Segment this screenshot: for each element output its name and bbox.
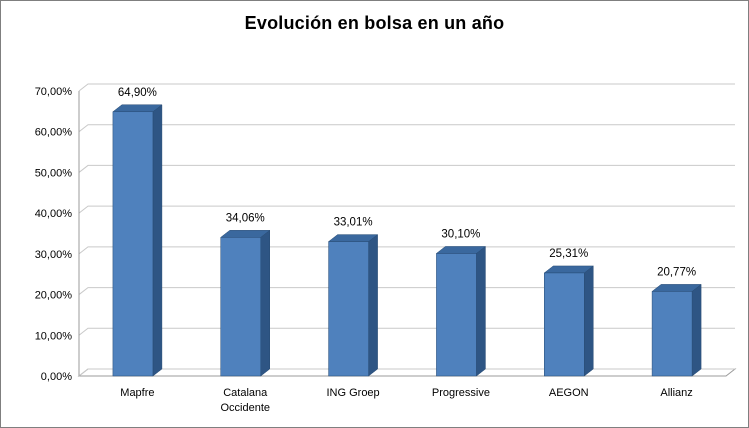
x-axis-label: Catalana Occidente [220,387,270,414]
x-axis-label: Allianz [660,387,692,399]
gridline [78,368,735,377]
bar-top-face [112,104,163,113]
chart-floor [77,368,737,377]
bar-side-face [476,245,486,377]
y-axis-label: 10,00% [35,330,73,342]
y-axis-label: 40,00% [35,208,73,220]
bar-allianz [651,283,702,377]
bar-side-face [691,283,702,377]
x-axis-label: AEGON [549,387,589,399]
y-axis-label: 30,00% [35,249,73,261]
bar-side-face [152,104,163,377]
bar-progressive [435,245,487,377]
bar-front-face [112,111,154,377]
bar-front-face [544,272,585,377]
bar-front-face [220,237,261,377]
bar-catalana-occidente [220,229,271,377]
chart-title: Evolución en bolsa en un año [244,13,505,33]
y-axis-label: 60,00% [35,127,73,139]
gridline [78,164,735,173]
gridline [78,287,735,295]
bar-value-label: 25,31% [549,248,588,260]
bar-top-face [327,234,379,242]
gridline [78,327,735,336]
x-axis-label: Progressive [432,387,490,399]
gridline [78,83,735,92]
x-axis-label: Mapfre [120,387,154,399]
bar-front-face [436,253,477,377]
bar-mapfre [112,104,163,377]
bar-value-label: 64,90% [118,87,157,99]
bar-value-label: 30,10% [441,228,480,240]
bar-top-face [543,265,594,274]
bar-top-face [220,230,271,238]
bar-ing-groep [327,234,379,377]
y-axis-label: 70,00% [35,86,73,98]
y-axis-label: 20,00% [35,290,73,302]
gridline [78,205,735,214]
bar-value-label: 33,01% [334,217,373,229]
bar-aegon [543,265,594,377]
x-axis-label: ING Groep [326,387,379,399]
bar-top-face [435,246,487,254]
bar-top-face [651,284,702,292]
bar-value-label: 20,77% [657,266,696,278]
y-axis-label: 50,00% [35,167,73,179]
bar-side-face [368,234,378,377]
y-axis-label: 0,00% [41,371,72,383]
bar-side-face [260,229,270,377]
bar-front-face [651,291,693,377]
bar-value-label: 34,06% [226,212,265,224]
bar-side-face [584,265,594,377]
gridline [78,246,735,255]
bar-front-face [328,241,369,377]
gridline [78,124,735,133]
